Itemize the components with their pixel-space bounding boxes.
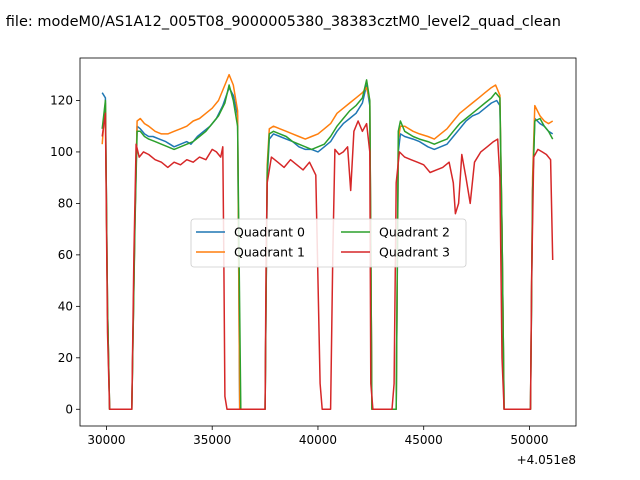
- series-line-quadrant-3: [101, 112, 554, 411]
- x-axis: 30000 35000 40000 45000 50000: [87, 426, 549, 447]
- x-tick-label: 35000: [193, 433, 231, 447]
- y-tick-label: 60: [58, 248, 73, 262]
- chart-title-container: n file: modeM0/AS1A12_005T08_9000005380_…: [0, 0, 640, 30]
- y-tick-label: 40: [58, 299, 73, 313]
- y-tick-label: 100: [50, 145, 73, 159]
- legend: Quadrant 0 Quadrant 1 Quadrant 2 Quadrant 3: [190, 218, 467, 268]
- legend-label: Quadrant 1: [234, 245, 305, 260]
- x-tick-label: 50000: [510, 433, 548, 447]
- series-line-quadrant-1: [101, 73, 554, 411]
- legend-label: Quadrant 3: [379, 245, 450, 260]
- y-tick-label: 20: [58, 351, 73, 365]
- legend-label: Quadrant 0: [234, 225, 305, 240]
- y-tick-label: 120: [50, 93, 73, 107]
- x-tick-label: 30000: [87, 433, 125, 447]
- x-tick-label: 45000: [405, 433, 443, 447]
- chart-title: n file: modeM0/AS1A12_005T08_9000005380_…: [0, 14, 561, 30]
- y-tick-label: 80: [58, 196, 73, 210]
- series-line-quadrant-2: [101, 79, 554, 411]
- y-axis: 0 20 40 60 80 100 120: [50, 93, 80, 416]
- series-line-quadrant-0: [101, 84, 554, 411]
- y-tick-label: 0: [65, 402, 73, 416]
- series-group: [101, 73, 554, 411]
- plot-frame: [79, 57, 577, 427]
- legend-label: Quadrant 2: [379, 225, 450, 240]
- x-offset-label: +4.051e8: [517, 453, 576, 467]
- legend-box: [190, 218, 467, 268]
- x-tick-label: 40000: [299, 433, 337, 447]
